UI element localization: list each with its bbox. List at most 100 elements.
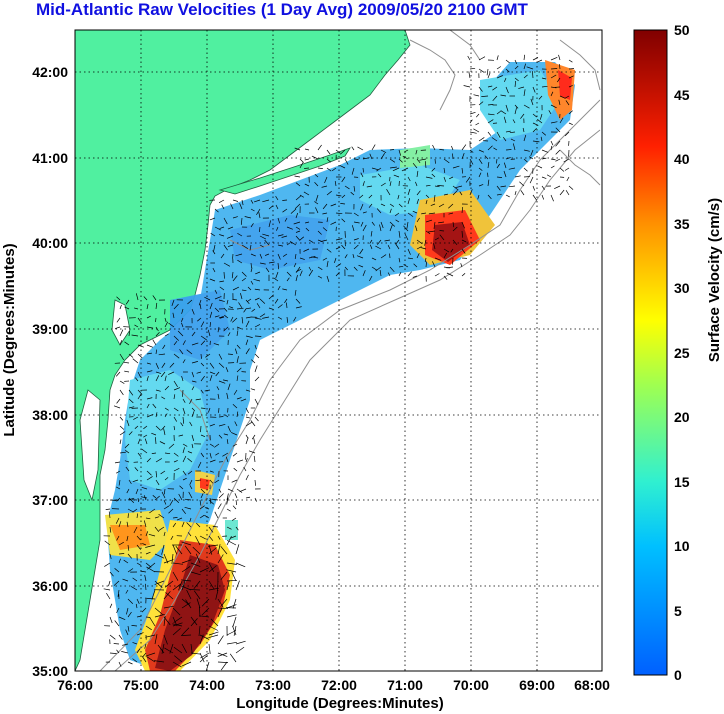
velocity-arrow: [124, 460, 130, 463]
velocity-arrow: [514, 104, 519, 109]
velocity-arrow: [503, 170, 507, 178]
velocity-arrow: [487, 162, 490, 169]
velocity-arrow: [326, 158, 332, 163]
velocity-arrow: [108, 511, 111, 519]
velocity-arrow: [398, 149, 402, 156]
velocity-arrow: [125, 589, 129, 594]
velocity-arrow: [344, 266, 348, 271]
velocity-arrow: [173, 387, 181, 391]
velocity-arrow: [320, 239, 328, 242]
velocity-arrow: [159, 441, 166, 445]
velocity-arrow: [119, 451, 126, 454]
velocity-arrow: [350, 191, 355, 196]
velocity-arrow: [152, 495, 157, 499]
velocity-arrow: [259, 226, 261, 233]
velocity-arrow: [116, 535, 120, 541]
velocity-arrow: [299, 194, 304, 198]
velocity-arrow: [137, 438, 141, 445]
velocity-arrow: [254, 317, 262, 320]
velocity-arrow: [127, 568, 134, 573]
velocity-arrow: [369, 244, 373, 250]
velocity-arrow: [234, 348, 238, 355]
velocity-arrow: [293, 262, 297, 268]
velocity-arrow: [259, 298, 266, 304]
velocity-arrow: [360, 221, 364, 227]
velocity-arrow: [226, 569, 237, 573]
velocity-arrow: [236, 356, 239, 364]
velocity-arrow: [258, 212, 261, 219]
velocity-arrow: [255, 271, 261, 275]
velocity-arrow: [245, 421, 253, 427]
velocity-arrow: [492, 95, 498, 102]
velocity-arrow: [136, 632, 144, 636]
velocity-arrow: [235, 526, 239, 531]
velocity-arrow: [541, 176, 547, 179]
land-long-island: [218, 147, 351, 195]
velocity-arrow: [254, 398, 259, 405]
velocity-arrow: [208, 631, 219, 636]
velocity-arrow: [251, 467, 256, 472]
velocity-arrow: [109, 603, 113, 609]
velocity-arrow: [505, 59, 510, 64]
velocity-arrow: [433, 243, 436, 250]
velocity-arrow: [505, 149, 512, 151]
velocity-arrow: [116, 398, 121, 404]
velocity-arrow: [207, 329, 211, 337]
velocity-arrow: [368, 203, 373, 208]
velocity-arrow: [254, 297, 260, 301]
colorbar: 0 5 10 15 20 25 30 35 40 45 50 Surface V…: [633, 22, 723, 683]
velocity-arrow: [118, 661, 122, 667]
velocity-arrow: [369, 239, 373, 244]
velocity-arrow: [478, 101, 484, 106]
velocity-arrow: [187, 458, 193, 463]
velocity-arrow: [254, 416, 259, 422]
velocity-arrow: [245, 474, 249, 481]
velocity-arrow: [137, 317, 142, 323]
velocity-arrow: [189, 421, 193, 427]
velocity-arrow: [163, 591, 171, 600]
velocity-arrow: [335, 263, 342, 268]
velocity-arrow: [128, 331, 131, 337]
velocity-arrow: [125, 629, 129, 636]
velocity-arrow: [191, 434, 195, 441]
colorbar-tick-label: 30: [674, 280, 690, 296]
velocity-arrow: [118, 541, 124, 546]
velocity-arrow: [155, 389, 161, 392]
velocity-arrow: [173, 467, 180, 472]
velocity-arrow: [223, 307, 228, 312]
velocity-arrow: [478, 172, 482, 178]
velocity-arrow: [389, 208, 392, 214]
velocity-arrow: [137, 353, 143, 359]
velocity-arrow: [135, 603, 138, 609]
velocity-arrow: [146, 397, 153, 400]
velocity-arrow: [503, 116, 507, 124]
velocity-arrow: [196, 598, 201, 609]
velocity-arrow: [245, 335, 253, 338]
velocity-arrow: [145, 531, 149, 537]
velocity-arrow: [116, 317, 121, 323]
velocity-arrow: [123, 559, 129, 564]
velocity-arrow: [550, 56, 558, 61]
velocity-arrow: [136, 535, 141, 541]
velocity-arrow: [256, 303, 261, 309]
velocity-arrow: [430, 203, 436, 206]
velocity-arrow: [496, 185, 501, 191]
velocity-arrow: [113, 580, 120, 586]
velocity-arrow: [199, 634, 204, 645]
velocity-arrow: [469, 131, 477, 134]
velocity-arrow: [395, 239, 400, 245]
velocity-arrow: [510, 138, 516, 142]
velocity-arrow: [487, 145, 493, 151]
velocity-arrow: [512, 119, 516, 124]
velocity-arrow: [243, 466, 247, 472]
velocity-arrow: [155, 488, 162, 491]
velocity-arrow: [134, 307, 139, 310]
velocity-arrow: [295, 298, 301, 304]
velocity-arrow: [407, 257, 414, 260]
velocity-arrow: [189, 589, 201, 591]
velocity-arrow: [168, 322, 175, 328]
velocity-arrow: [218, 199, 225, 204]
velocity-arrow: [294, 175, 301, 178]
velocity-arrow: [250, 420, 256, 427]
velocity-arrow: [520, 113, 525, 119]
